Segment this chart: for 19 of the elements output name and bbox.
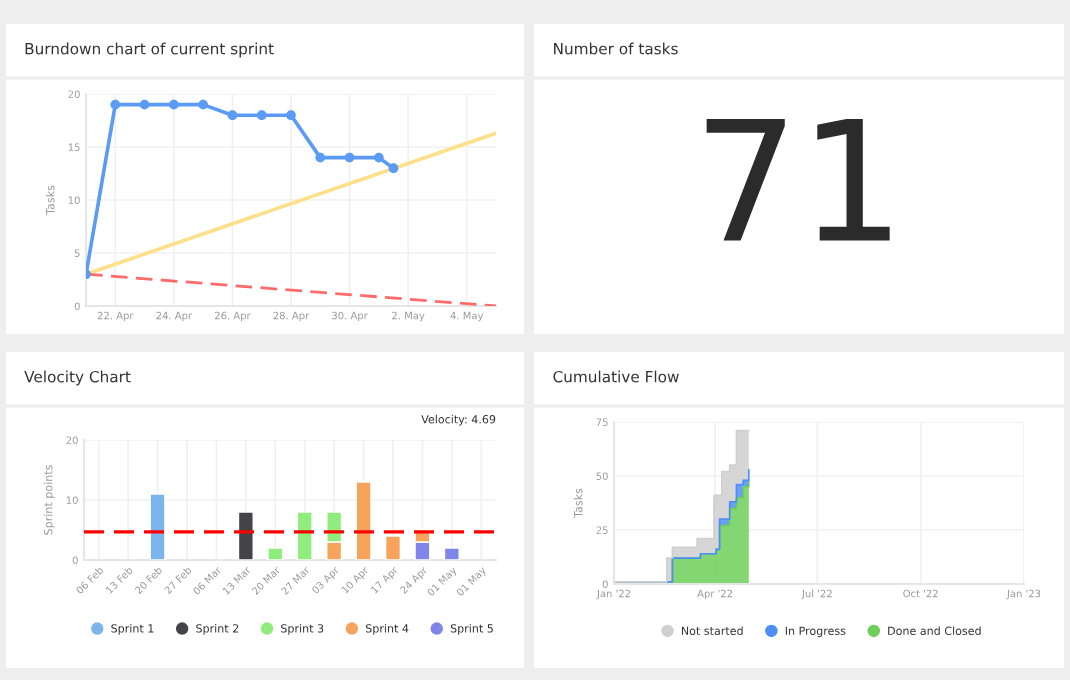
point (344, 152, 355, 163)
bar (237, 511, 254, 560)
point (169, 99, 179, 110)
point (374, 152, 384, 163)
bar (149, 493, 166, 560)
bar (443, 547, 460, 560)
bar (296, 511, 313, 560)
bar (267, 547, 284, 560)
point (256, 110, 267, 121)
point (139, 99, 150, 110)
bar (384, 535, 402, 560)
point (227, 110, 238, 121)
point (110, 99, 121, 110)
text: 71 (706, 118, 890, 241)
point (388, 163, 399, 174)
point (315, 152, 326, 163)
point (198, 99, 208, 110)
point (286, 110, 296, 121)
bar (355, 481, 372, 560)
